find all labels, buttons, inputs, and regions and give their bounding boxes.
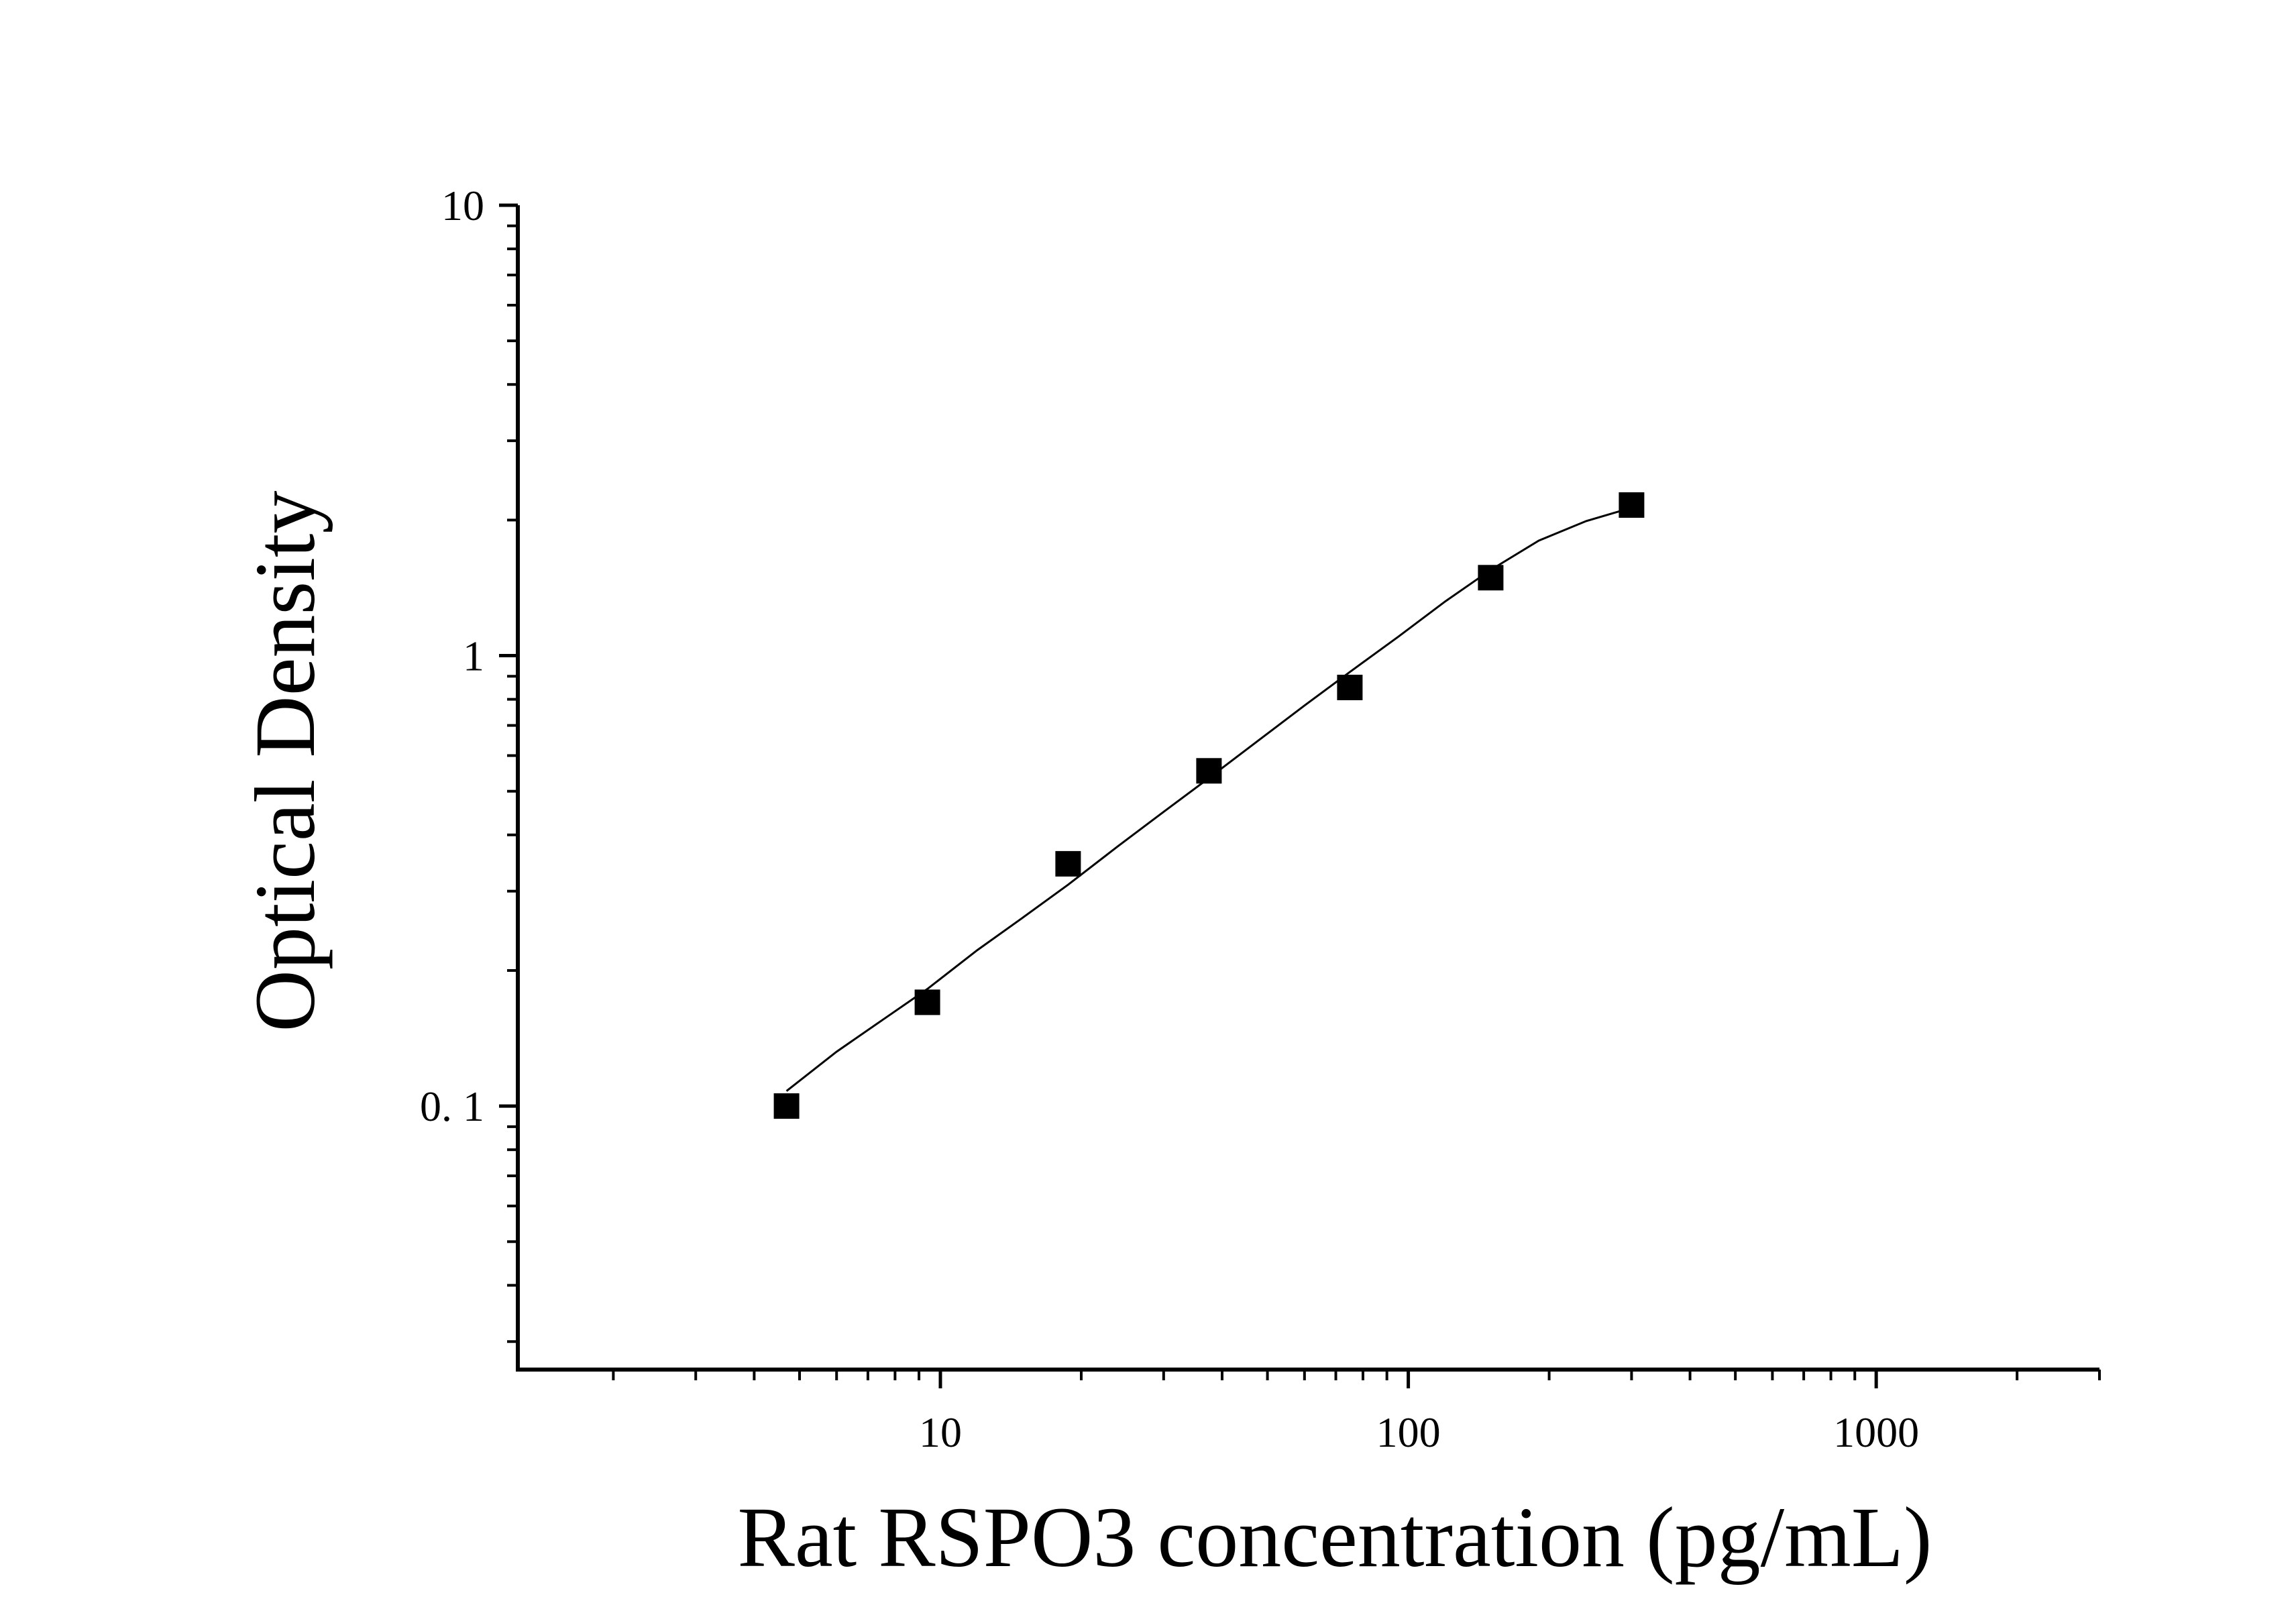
x-tick-label: 10 (919, 1408, 962, 1456)
x-tick-label: 1000 (1833, 1408, 1919, 1456)
data-point (773, 1093, 800, 1119)
y-axis-title: Optical Density (237, 491, 333, 1032)
data-points (773, 492, 1645, 1119)
axes (516, 205, 2099, 1372)
data-point (1055, 850, 1081, 877)
y-tick-label: 1 (463, 632, 484, 680)
data-point (1478, 565, 1504, 591)
fit-curve-line (785, 506, 1632, 1092)
x-tick-label: 100 (1376, 1408, 1441, 1456)
ticks: 10 100 1000 0. 1 1 10 (420, 182, 2101, 1456)
x-axis-title: Rat RSPO3 concentration (pg/mL) (737, 1490, 1932, 1585)
fit-curve-layer (785, 506, 1632, 1092)
y-tick-label: 10 (441, 182, 484, 229)
y-tick-label: 0. 1 (420, 1083, 484, 1130)
axis-titles: Rat RSPO3 concentration (pg/mL) Optical … (237, 491, 1932, 1585)
data-point (1337, 675, 1363, 700)
data-point (1196, 758, 1222, 784)
data-point (914, 989, 940, 1015)
data-point (1619, 492, 1645, 518)
